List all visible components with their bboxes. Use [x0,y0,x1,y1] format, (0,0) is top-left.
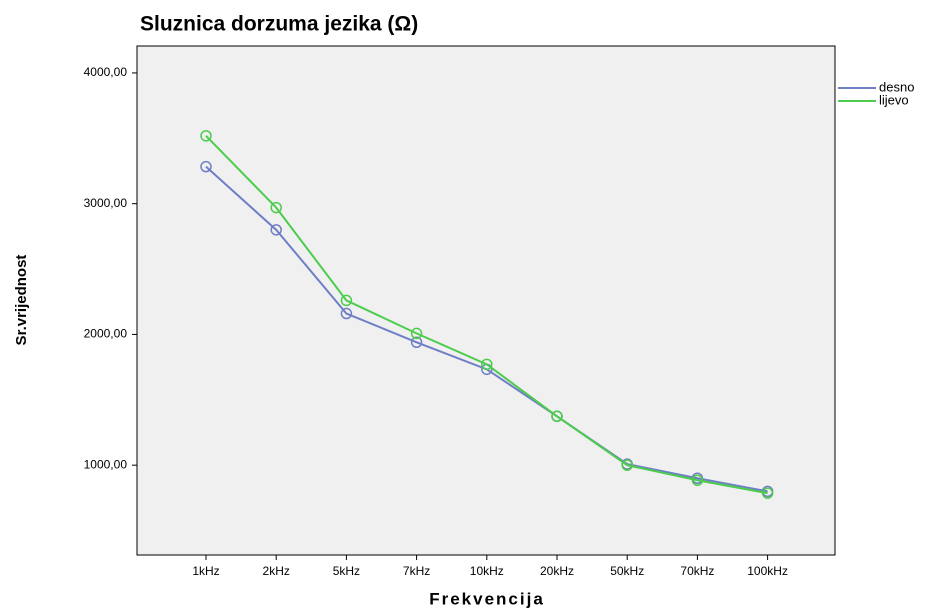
y-axis-label: Sr.vrijednost [13,255,30,346]
marker [200,130,212,142]
plot-area [136,45,836,556]
x-tick-label: 70kHz [680,564,714,578]
x-tick-label: 5kHz [333,564,360,578]
marker [270,201,282,214]
marker [410,336,423,349]
marker [761,487,774,499]
x-tick-label: 2kHz [263,564,290,578]
legend-label: lijevo [879,92,909,107]
x-tick-label: 10kHz [470,564,504,578]
chart-title: Sluznica dorzuma jezika (Ω) [140,13,418,36]
x-tick-label: 1kHz [192,564,219,578]
marker [621,459,633,471]
y-tick-label: 1000,00 [84,457,128,471]
y-tick-label: 2000,00 [84,327,128,341]
marker [410,327,423,340]
x-tick-label: 7kHz [403,564,430,578]
marker [200,160,212,173]
x-tick-label: 100kHz [747,564,788,578]
marker [340,307,353,320]
marker [691,474,704,486]
y-tick-label: 4000,00 [84,65,128,79]
marker [270,224,282,236]
x-axis-label: Frekvencija [429,589,545,608]
series-line [205,135,768,495]
y-tick-label: 3000,00 [84,196,128,210]
marker [481,358,493,371]
legend-label: desno [879,79,914,94]
marker [551,410,563,423]
x-tick-label: 50kHz [610,564,644,578]
marker [340,294,353,307]
x-tick-label: 20kHz [540,564,574,578]
